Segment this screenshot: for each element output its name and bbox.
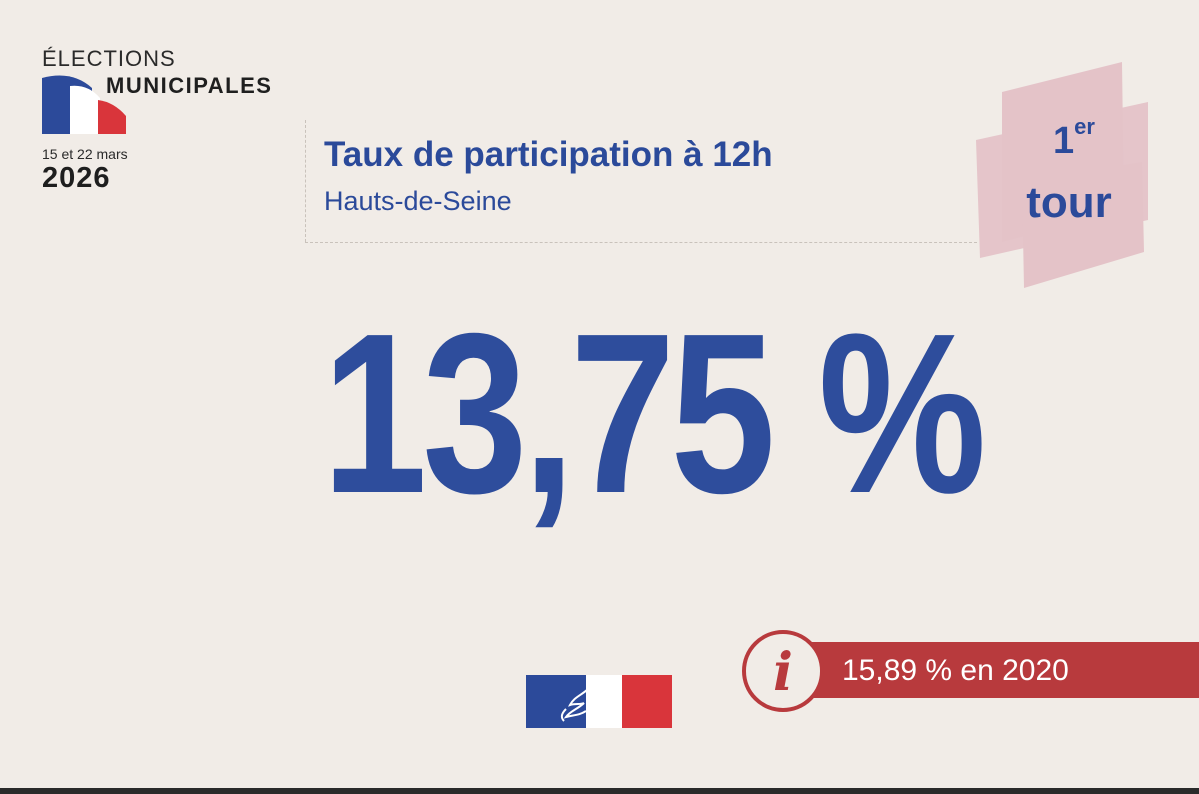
bottom-border bbox=[0, 788, 1199, 794]
page-title: Taux de participation à 12h bbox=[324, 135, 773, 174]
round-suffix: er bbox=[1074, 114, 1095, 139]
department-subtitle: Hauts-de-Seine bbox=[324, 186, 512, 216]
badge-ribbon-shape bbox=[976, 62, 1148, 288]
elections-logo: ÉLECTIONS MUNICIPALES 15 et 22 mars 2026 bbox=[42, 46, 302, 206]
turnout-value: 13,75 % bbox=[322, 287, 987, 541]
marianne-icon bbox=[526, 675, 672, 728]
logo-year: 2026 bbox=[42, 162, 111, 194]
logo-line-elections: ÉLECTIONS bbox=[42, 46, 176, 71]
round-badge: 1er tour bbox=[972, 62, 1154, 292]
comparison-ribbon: 15,89 % en 2020 bbox=[812, 642, 1199, 698]
info-icon: i bbox=[742, 630, 824, 712]
title-divider bbox=[305, 120, 306, 242]
round-number: 1er bbox=[1053, 114, 1095, 162]
title-block: Taux de participation à 12h Hauts-de-Sei… bbox=[305, 120, 977, 243]
comparison-text: 15,89 % en 2020 bbox=[842, 654, 1069, 687]
french-flag-icon bbox=[42, 72, 126, 182]
logo-dates: 15 et 22 mars bbox=[42, 146, 128, 162]
logo-line-municipales: MUNICIPALES bbox=[104, 73, 275, 99]
round-word: tour bbox=[1026, 178, 1112, 227]
